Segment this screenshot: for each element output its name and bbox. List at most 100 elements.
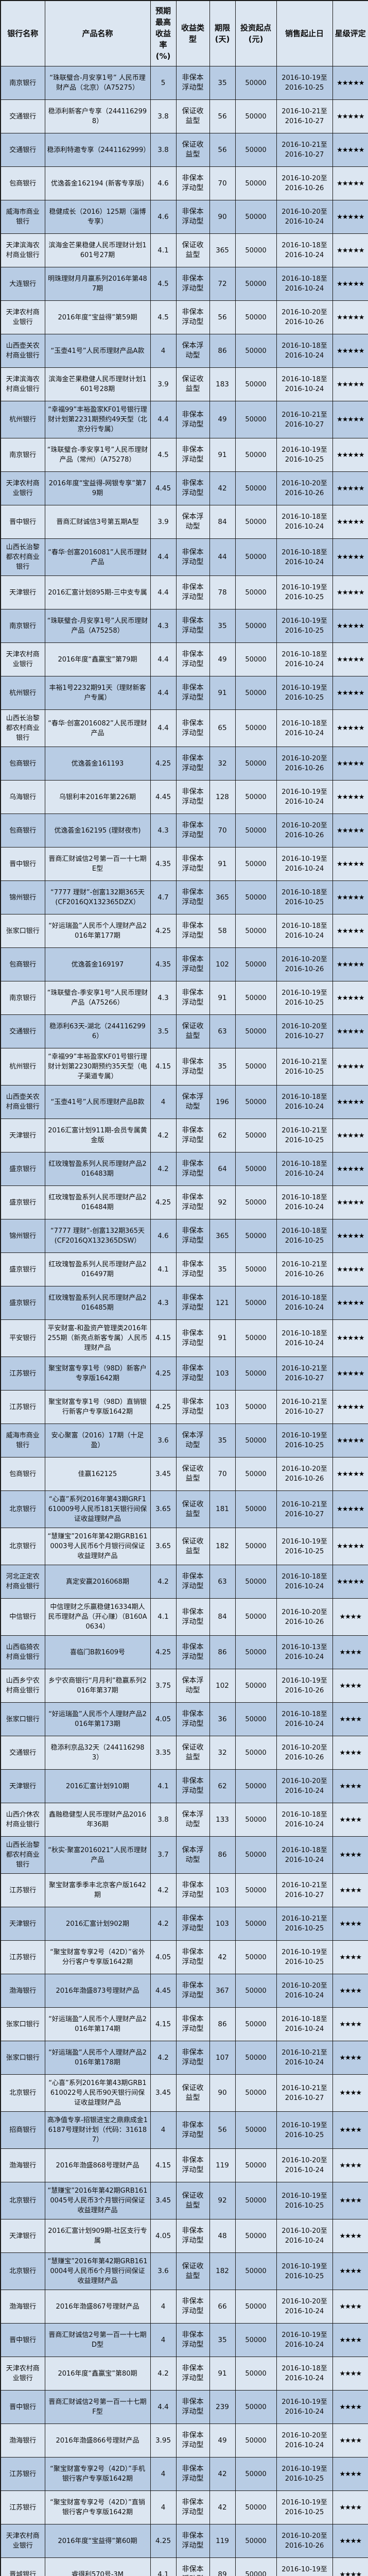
sale-start-date: 2016-10-19至: [282, 1948, 327, 1956]
yield-type-cell: 非保本浮动型: [176, 1974, 210, 2008]
sale-start-date: 2016-10-18至: [282, 2015, 327, 2023]
table-row: 交通银行 稳添利63天-湖北（2441162996） 3.5 保证收益型 63 …: [0, 1014, 368, 1048]
sale-end-date: 2016-10-24: [285, 2059, 324, 2066]
expected-max-yield-cell: 4.25: [150, 1185, 177, 1219]
term-days-cell: 42: [209, 1940, 236, 1974]
product-name-cell: “好运瑞盈”人民币个人理财产品2016年第178期: [44, 2041, 151, 2075]
star-rating-cell: ★★★★: [332, 2490, 368, 2524]
product-name-cell: 中信理财之乐赢稳健16334期人民币理财产品（开心赚）（B160A0634）: [44, 1598, 151, 1636]
expected-max-yield-cell: 4.4: [150, 401, 177, 438]
sale-start-date: 2016-10-18至: [282, 242, 327, 249]
sale-end-date: 2016-10-25: [285, 456, 324, 464]
sale-end-date: 2016-10-25: [285, 627, 324, 635]
term-days-cell: 103: [209, 1357, 236, 1391]
term-days-cell: 182: [209, 1528, 236, 1565]
yield-type-cell: 非保本浮动型: [176, 880, 210, 914]
sale-start-date: 2016-10-21至: [282, 1261, 327, 1268]
product-name-cell: “心喜”系列2016年第43期GRB1610022号人民币90天银行间保证收益理…: [44, 2074, 151, 2112]
sale-period-cell: 2016-10-19至 2016-10-24: [276, 2323, 333, 2357]
expected-max-yield-cell: 4.5: [150, 438, 177, 472]
sale-start-date: 2016-10-18至: [282, 719, 327, 727]
bank-name-cell: 天津农村商业银行: [0, 300, 45, 334]
table-row: 北京银行 “心喜”系列2016年第43期GRB1610022号人民币90天银行间…: [0, 2074, 368, 2112]
product-name-cell: “慧赚宝”2016年第42期GRB1610003号人民币6个月银行间保证收益理财…: [44, 1528, 151, 1565]
product-name-cell: “珠联璧合-季安享1号”人民币理财产品（常州）（A75278）: [44, 438, 151, 472]
expected-max-yield-cell: 4.4: [150, 2390, 177, 2424]
bank-name-cell: 江苏银行: [0, 1873, 45, 1907]
sale-period-cell: 2016-10-19至 2016-10-25: [276, 609, 333, 643]
term-days-cell: 119: [209, 2524, 236, 2558]
table-row: 包商银行 优逸荟金162195 (理财夜市) 4.3 非保本浮动型 70 500…: [0, 814, 368, 848]
sale-start-date: 2016-10-18至: [282, 1329, 327, 1337]
expected-max-yield-cell: 4.25: [150, 2524, 177, 2558]
term-days-cell: 64: [209, 1152, 236, 1186]
investment-min-cell: 50000: [235, 1219, 277, 1253]
yield-type-cell: 非保本浮动型: [176, 2490, 210, 2524]
table-row: 北京银行 “慧赚宝”2016年第42期GRB1610003号人民币6个月银行间保…: [0, 1528, 368, 1565]
product-name-cell: “心喜”系列2016年第43期GRF1610009号人民币181天银行间保证收益…: [44, 1490, 151, 1528]
yield-type-cell: 非保本浮动型: [176, 642, 210, 676]
yield-type-cell: 保证收益型: [176, 1014, 210, 1048]
table-row: 晋城银行 睿得利570号-3M 4.1 非保本浮动型 89 50000 2016…: [0, 2557, 368, 2576]
sale-start-date: 2016-10-18至: [282, 2365, 327, 2372]
sale-period-cell: 2016-10-20至 2016-10-26: [276, 1736, 333, 1770]
table-row: 交通银行 稳添利新客户专享（2441162998） 3.8 保证收益型 56 5…: [0, 99, 368, 133]
investment-min-cell: 50000: [235, 1974, 277, 2008]
sale-end-date: 2016-10-26: [285, 2542, 324, 2550]
star-rating-cell: ★★★★★: [332, 676, 368, 710]
yield-type-cell: 非保本浮动型: [176, 2524, 210, 2558]
sale-period-cell: 2016-10-21至 2016-10-24: [276, 2041, 333, 2075]
sale-start-date: 2016-10-20至: [282, 1777, 327, 1785]
table-row: 南京银行 “珠联璧合-季安享1号”人民币理财产品（A75266） 4.3 非保本…: [0, 981, 368, 1015]
term-days-cell: 35: [209, 609, 236, 643]
product-name-cell: 2016年度“鑫赢宝”第79期: [44, 642, 151, 676]
term-days-cell: 103: [209, 1907, 236, 1941]
investment-min-cell: 50000: [235, 1907, 277, 1941]
investment-min-cell: 50000: [235, 1390, 277, 1424]
product-name-cell: “玉壶41号”人民币理财产品B款: [44, 1085, 151, 1119]
product-name-cell: 2016年度“宝益得”第60期: [44, 2524, 151, 2558]
term-days-cell: 133: [209, 1803, 236, 1837]
product-name-cell: 优逸荟金161193: [44, 747, 151, 781]
bank-name-cell: 江苏银行: [0, 1357, 45, 1391]
table-row: 交通银行 稳添利特邀专享（2441162999） 3.8 保证收益型 56 50…: [0, 133, 368, 167]
yield-type-cell: 保证收益型: [176, 233, 210, 267]
investment-min-cell: 50000: [235, 2357, 277, 2391]
sale-start-date: 2016-10-19至: [282, 2192, 327, 2200]
yield-type-cell: 保本浮动型: [176, 505, 210, 539]
investment-min-cell: 50000: [235, 1319, 277, 1357]
sale-start-date: 2016-10-21至: [282, 1398, 327, 1406]
sale-end-date: 2016-10-24: [285, 2237, 324, 2245]
table-row: 包商银行 优逸荟金162194 (新客专享版) 4.6 非保本浮动型 70 50…: [0, 166, 368, 200]
sale-end-date: 2016-10-26: [285, 1270, 324, 1278]
investment-min-cell: 50000: [235, 880, 277, 914]
table-row: 山西临猗农村商业银行 喜临门B款1609号 4.25 非保本浮动型 86 500…: [0, 1635, 368, 1669]
header-expected-max-yield: 预期最高收益率(%): [150, 0, 177, 66]
yield-type-cell: 保证收益型: [176, 1528, 210, 1565]
table-row: 天津银行 2016汇富计划911期-会员专属黄金版 4.2 非保本浮动型 62 …: [0, 1118, 368, 1153]
bank-name-cell: 北京银行: [0, 2074, 45, 2112]
investment-min-cell: 50000: [235, 1803, 277, 1837]
sale-period-cell: 2016-10-21至 2016-10-27: [276, 1357, 333, 1391]
table-row: 威海市商业银行 安心聚富（2016）17期（十足盈） 3.6 保本浮动型 35 …: [0, 1423, 368, 1458]
expected-max-yield-cell: 3.8: [150, 99, 177, 133]
sale-end-date: 2016-10-26: [285, 832, 324, 839]
sale-start-date: 2016-10-21至: [282, 2084, 327, 2092]
star-rating-cell: ★★★★★: [332, 1423, 368, 1458]
sale-period-cell: 2016-10-20至 2016-10-24: [276, 1769, 333, 1803]
term-days-cell: 70: [209, 814, 236, 848]
yield-type-cell: 保本浮动型: [176, 1836, 210, 1874]
sale-period-cell: 2016-10-21至 2016-10-25: [276, 1118, 333, 1153]
bank-name-cell: 威海市商业银行: [0, 1423, 45, 1458]
expected-max-yield-cell: 3.8: [150, 133, 177, 167]
star-rating-cell: ★★★★★: [332, 709, 368, 747]
yield-type-cell: 保证收益型: [176, 2252, 210, 2290]
sale-end-date: 2016-10-27: [285, 1891, 324, 1899]
sale-start-date: 2016-10-18至: [282, 1227, 327, 1235]
table-row: 山西长治黎都农村商业银行 “春华·创富2016081”人民币理财产品 4.4 非…: [0, 538, 368, 576]
sale-period-cell: 2016-10-18至 2016-10-24: [276, 1702, 333, 1736]
sale-start-date: 2016-10-19至: [282, 74, 327, 82]
yield-type-cell: 非保本浮动型: [176, 1940, 210, 1974]
sale-end-date: 2016-10-25: [285, 1442, 324, 1449]
header-yield-type: 收益类型: [176, 0, 210, 66]
